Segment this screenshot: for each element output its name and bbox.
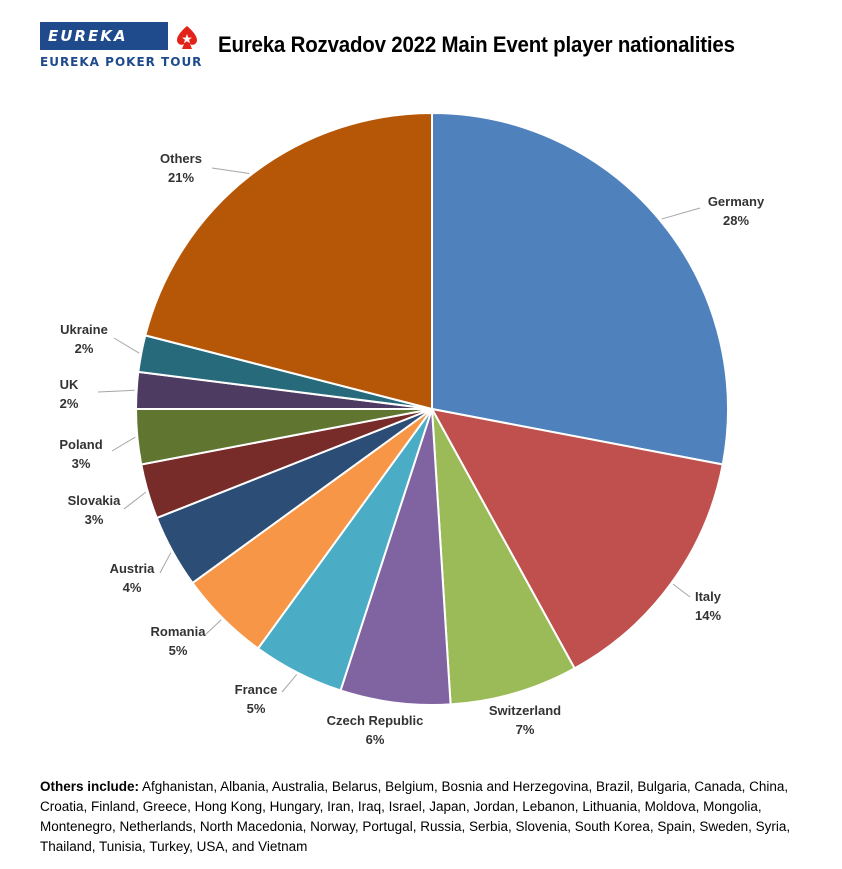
- slice-percent: 4%: [123, 580, 142, 595]
- slice-label: France: [235, 682, 278, 697]
- leader-line: [113, 337, 140, 354]
- pie-slice-switzerland: [431, 408, 576, 706]
- slice-percent: 5%: [169, 643, 188, 658]
- others-footnote: Others include: Afghanistan, Albania, Au…: [40, 777, 810, 857]
- leader-line: [672, 583, 691, 598]
- slice-label: Czech Republic: [327, 713, 424, 728]
- leader-line: [123, 491, 147, 510]
- slice-labels: Germany 28% Italy 14% Switzerland 7% Czech Rep…: [59, 151, 765, 747]
- slice-percent: 3%: [85, 512, 104, 527]
- slice-percent: 3%: [72, 456, 91, 471]
- leader-line: [211, 167, 250, 175]
- slice-label: UK: [60, 377, 79, 392]
- logo-badge: EUREKA: [40, 22, 168, 50]
- eureka-logo: EUREKA EUREKA POKER TOUR: [40, 22, 201, 74]
- logo-wordmark: EUREKA: [48, 27, 128, 45]
- slice-percent: 14%: [695, 608, 721, 623]
- slice-label: Germany: [708, 194, 765, 209]
- slice-percent: 5%: [247, 701, 266, 716]
- slice-label: Austria: [110, 561, 156, 576]
- pie-slice-others: [144, 111, 433, 411]
- chart-title: Eureka Rozvadov 2022 Main Event player n…: [218, 32, 735, 57]
- pie-slice-germany: [431, 111, 729, 466]
- pie-slices: [134, 111, 729, 706]
- slice-label: Others: [160, 151, 202, 166]
- slice-percent: 21%: [168, 170, 194, 185]
- slice-percent: 7%: [516, 722, 535, 737]
- slice-percent: 2%: [75, 341, 94, 356]
- slice-label: Romania: [151, 624, 207, 639]
- leader-line: [203, 619, 222, 637]
- slice-percent: 28%: [723, 213, 749, 228]
- leader-line: [97, 389, 135, 393]
- slice-label: Poland: [59, 437, 102, 452]
- pie-chart: Germany 28% Italy 14% Switzerland 7% Czech Rep…: [59, 111, 765, 747]
- leader-line: [281, 674, 298, 693]
- footnote-text: Afghanistan, Albania, Australia, Belarus…: [40, 779, 791, 854]
- slice-label: Switzerland: [489, 703, 561, 718]
- footnote-heading: Others include:: [40, 779, 140, 794]
- pie-slice-italy: [430, 407, 724, 670]
- leader-line: [661, 207, 701, 220]
- leader-line: [111, 436, 136, 452]
- spade-star-icon: [177, 26, 197, 49]
- slice-label: Slovakia: [68, 493, 122, 508]
- logo-tagline: EUREKA POKER TOUR: [40, 55, 203, 69]
- slice-label: Italy: [695, 589, 722, 604]
- leader-line: [159, 552, 172, 574]
- slice-percent: 6%: [366, 732, 385, 747]
- slice-label: Ukraine: [60, 322, 108, 337]
- leader-lines: [97, 167, 701, 693]
- slice-percent: 2%: [60, 396, 79, 411]
